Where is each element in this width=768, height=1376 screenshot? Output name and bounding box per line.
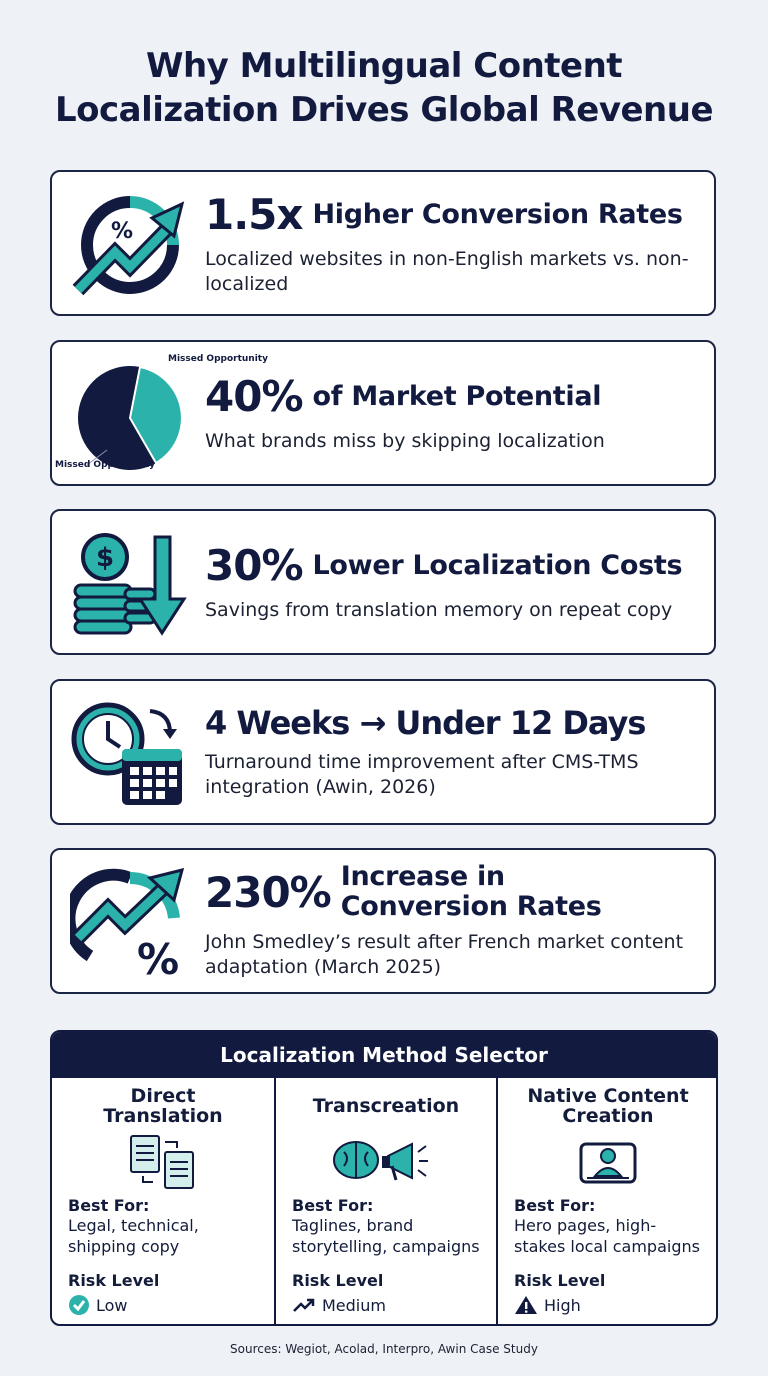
stat-card: % 1.5x Higher Conversion Rates Localized … [50,170,716,316]
brain-megaphone-icon [333,1141,428,1181]
stat-headline: Lower Localization Costs [312,550,683,581]
stat-card: $ 30% Lower Localization Costs Savings fr… [50,509,716,655]
method-name: Direct Translation [103,1085,223,1127]
risk-level: Low [96,1295,128,1315]
stat-highlight: 4 Weeks → Under 12 Days [205,704,646,742]
pie-icon [78,365,183,470]
selector-title: Localization Method Selector [52,1032,716,1078]
risk-label: Risk Level [292,1271,384,1290]
method-column: Direct Translation Best For: Legal, tech… [52,1078,274,1324]
stat-card: 4 Weeks → Under 12 Days Turnaround time … [50,679,716,825]
savings-icon: $ [73,533,187,636]
best-for-label: Best For: [514,1196,596,1215]
creator-icon [579,1142,637,1184]
time-icon [71,702,182,805]
stat-highlight: 30% [205,541,304,590]
stat-card: % 230% Increase in Conversion Rates John … [50,848,716,994]
stat-description: Savings from translation memory on repea… [205,599,673,621]
risk-label: Risk Level [514,1271,606,1290]
title: Why Multilingual Content Localization Dr… [0,44,768,132]
best-for-label: Best For: [292,1196,374,1215]
growth-icon: % [70,868,185,978]
pie-label: Missed Opportunity [55,460,155,470]
risk-label: Risk Level [68,1271,160,1290]
stat-highlight: 230% [205,867,332,917]
documents-icon [130,1135,194,1189]
risk-icon [293,1298,315,1312]
stat-headline: Increase in Conversion Rates [340,861,602,922]
stat-highlight: 1.5x [205,189,303,239]
stat-headline: of Market Potential [312,381,602,412]
risk-icon [69,1295,89,1315]
stat-description: John Smedley’s result after French marke… [205,931,684,978]
conversion-icon: % [72,196,185,296]
svg-text:%: % [137,935,179,978]
title-line: Why Multilingual Content [145,46,623,86]
best-for-label: Best For: [68,1196,150,1215]
method-name: Transcreation [312,1095,460,1117]
sources: Sources: Wegiot, Acolad, Interpro, Awin … [230,1342,538,1356]
risk-icon [515,1296,537,1314]
method-column: Transcreation Best For: Taglines, brand … [274,1078,496,1324]
method-name: Native Content Creation [527,1085,689,1127]
method-column: Native Content Creation Best For: Hero p… [496,1078,716,1324]
method-selector: Localization Method Selector Direct Tran… [50,1030,718,1326]
stat-description: What brands miss by skipping localizatio… [205,430,605,452]
stat-description: Turnaround time improvement after CMS-TM… [205,751,639,798]
stat-highlight: 40% [205,372,304,421]
pie-label: Missed Opportunity [168,354,268,364]
title-line: Localization Drives Global Revenue [54,90,714,130]
best-for: Legal, technical, shipping copy [68,1216,199,1256]
stat-headline: Higher Conversion Rates [312,198,683,230]
stat-description: Localized websites in non-English market… [205,247,689,295]
risk-level: Medium [322,1295,386,1315]
stat-card: Missed Opportunity Missed Opportunity 40… [50,340,716,486]
best-for: Hero pages, high-stakes local campaigns [514,1216,700,1256]
risk-level: High [544,1295,581,1315]
best-for: Taglines, brand storytelling, campaigns [292,1216,480,1256]
svg-text:%: % [111,219,133,244]
svg-text:$: $ [96,543,114,573]
